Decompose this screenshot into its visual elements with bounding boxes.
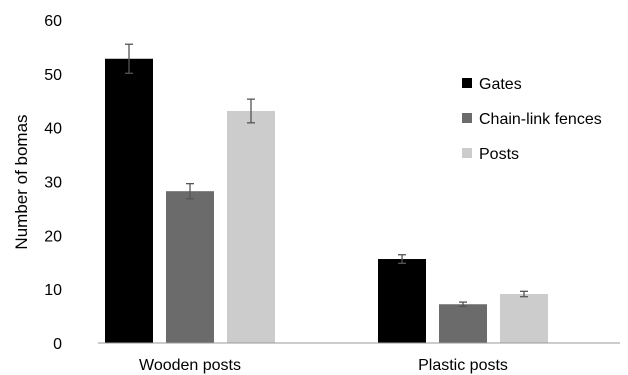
legend-item: Gates [462, 76, 522, 93]
legend-label: Chain-link fences [479, 111, 602, 128]
y-tick-label: 60 [44, 13, 62, 30]
y-axis-title: Number of bomas [12, 114, 31, 249]
y-tick-label: 40 [44, 121, 62, 138]
category-labels: Wooden posts Plastic posts [139, 357, 508, 374]
y-axis-ticks: 0 10 20 30 40 50 60 [44, 13, 62, 353]
y-tick-label: 0 [53, 336, 62, 353]
legend-item: Posts [462, 146, 519, 163]
y-tick-label: 50 [44, 67, 62, 84]
x-category-label: Wooden posts [139, 357, 241, 374]
legend-item: Chain-link fences [462, 111, 602, 128]
y-tick-label: 10 [44, 282, 62, 299]
bar [105, 58, 153, 343]
error-bar [459, 301, 467, 308]
error-bar [520, 290, 528, 298]
x-category-label: Plastic posts [418, 357, 508, 374]
legend: Gates Chain-link fences Posts [462, 76, 602, 163]
error-bar [247, 98, 255, 124]
bar [500, 294, 548, 343]
legend-swatch [462, 148, 472, 158]
legend-swatch [462, 78, 472, 88]
legend-label: Gates [479, 76, 522, 93]
error-bar [125, 43, 133, 74]
legend-swatch [462, 113, 472, 123]
error-bars [125, 43, 528, 308]
bar [166, 191, 214, 343]
error-bar [186, 183, 194, 200]
y-tick-label: 30 [44, 175, 62, 192]
bar [378, 259, 426, 343]
bars [105, 58, 548, 343]
bar [227, 110, 275, 343]
error-bar [398, 254, 406, 264]
y-tick-label: 20 [44, 228, 62, 245]
bar [439, 304, 487, 343]
legend-label: Posts [479, 146, 519, 163]
